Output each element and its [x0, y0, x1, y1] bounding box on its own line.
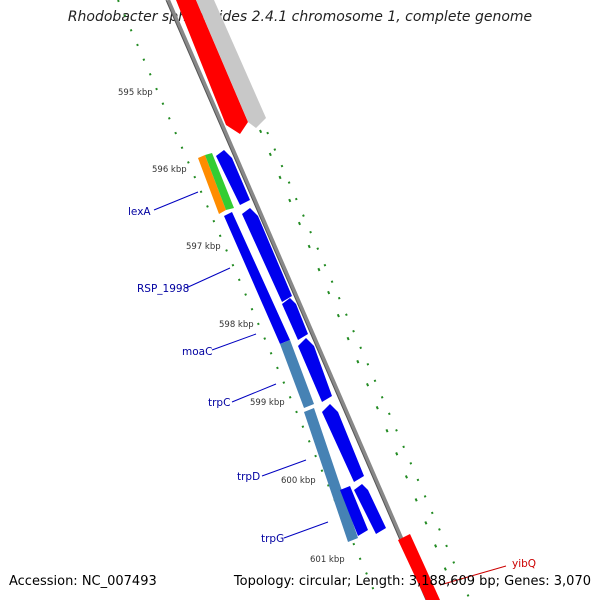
tick-label: 599 kbp: [250, 398, 285, 408]
tick-label: 595 kbp: [118, 88, 153, 98]
chromosome-backbone: [166, 0, 430, 600]
chromosome-backbone-inner: [165, 0, 427, 600]
blue-gene-3[interactable]: [282, 298, 308, 340]
gene-label-lexA[interactable]: lexA: [128, 206, 151, 218]
gene-label-trpD[interactable]: trpD: [237, 471, 260, 483]
tick-label: 598 kbp: [219, 320, 254, 330]
tick-label: 596 kbp: [152, 165, 187, 175]
gene-label-RSP_1998[interactable]: RSP_1998: [137, 283, 189, 295]
tick-label: 597 kbp: [186, 242, 221, 252]
blue-gene-RSP1998[interactable]: [224, 212, 290, 344]
accession-text: Accession: NC_007493: [9, 574, 157, 589]
gene-labels: lexA RSP_1998 moaC trpC trpD trpG yibQ: [128, 206, 536, 570]
gene-label-trpG[interactable]: trpG: [261, 533, 284, 545]
other-gene-top[interactable]: [196, 0, 266, 128]
gene-label-yibQ[interactable]: yibQ: [512, 558, 536, 570]
topology-summary: Topology: circular; Length: 3,188,609 bp…: [233, 574, 591, 589]
blue-gene-4[interactable]: [322, 404, 364, 482]
tick-label: 600 kbp: [281, 476, 316, 486]
tick-label: 601 kbp: [310, 555, 345, 565]
blue-gene-1[interactable]: [216, 150, 250, 205]
kbp-ticks: 595 kbp 596 kbp 597 kbp 598 kbp 599 kbp …: [118, 88, 345, 565]
trpD-gene[interactable]: [304, 408, 358, 542]
green-gene[interactable]: [205, 153, 234, 210]
gene-label-moaC[interactable]: moaC: [182, 346, 212, 358]
blue-gene-6[interactable]: [354, 484, 386, 534]
gene-label-trpC[interactable]: trpC: [208, 397, 230, 409]
gene-leaders: [153, 191, 329, 539]
rna-gene-yibQ[interactable]: [398, 534, 440, 600]
blue-gene-5[interactable]: [340, 486, 368, 536]
orange-gene[interactable]: [198, 155, 226, 214]
rna-gene-top[interactable]: [176, 0, 248, 134]
blue-gene-2[interactable]: [242, 208, 292, 302]
trpC-gene[interactable]: [280, 340, 314, 408]
yibQ-leader: [439, 565, 507, 586]
blue-gene-moaC[interactable]: [298, 338, 332, 402]
